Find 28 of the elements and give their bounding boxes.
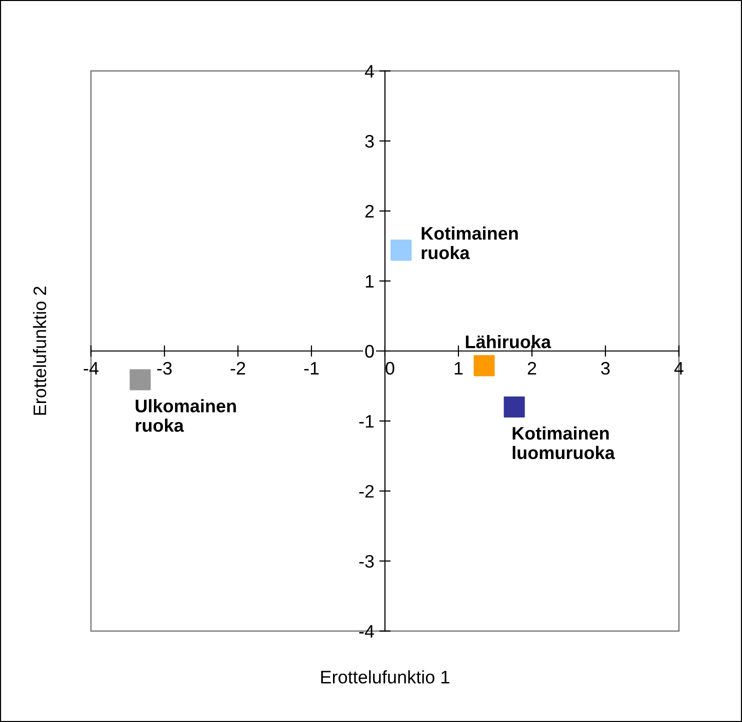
series-label: Ulkomainen ruoka [136,399,236,432]
x-tick-label: -4 [84,362,98,374]
y-tick-label: -4 [359,625,374,638]
point [390,240,412,261]
series-label: Lähiruoka [466,334,552,348]
y-tick-label: -2 [359,484,374,498]
y-tick-label: -3 [359,554,374,568]
point [130,369,151,390]
y-tick-label: -1 [359,415,374,428]
series-label: Kotimainen ruoka [422,226,518,260]
y-tick-label: 3 [365,134,374,148]
x-tick-label: -1 [304,362,319,374]
y-tick-label: 1 [366,275,374,288]
y-tick-label: 4 [364,65,374,78]
x-tick-label: -3 [157,362,172,375]
x-tick-label: -2 [230,362,246,374]
y-tick-label: 2 [365,204,374,218]
x-tick-label: 1 [454,362,463,374]
point [504,396,525,418]
x-tick-label: 0 [386,362,394,375]
x-tick-label: 2 [528,362,536,374]
x-axis-title: Erottelufunktio 1 [321,670,450,684]
series-label: Kotimainen luomuruoka [512,426,615,460]
y-axis-title: Erottelufunktio 2 [32,286,46,415]
point [474,355,495,376]
y-tick-label: 0 [365,344,374,358]
x-tick-label: 3 [601,362,610,375]
x-tick-label: 4 [674,362,684,374]
